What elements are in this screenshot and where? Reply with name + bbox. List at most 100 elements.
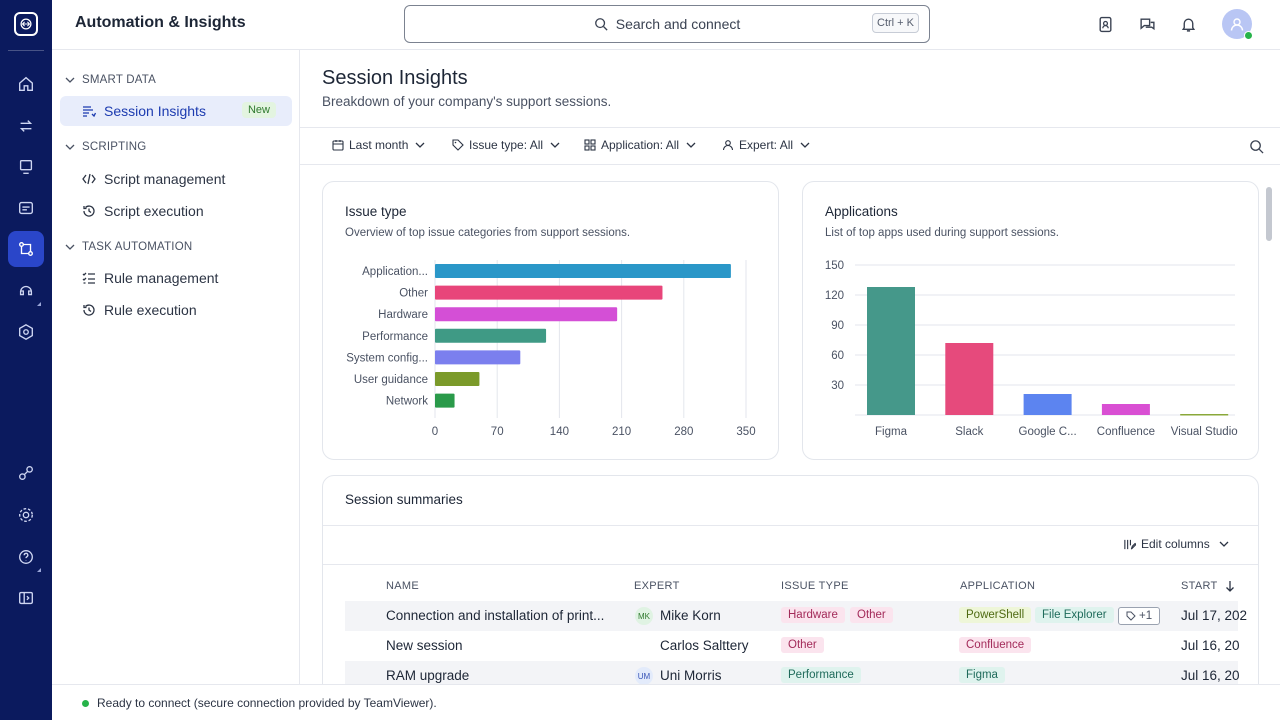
chevron-down-icon <box>65 144 75 150</box>
expert-filter[interactable]: Expert: All <box>722 138 811 152</box>
y-tick-label: System config... <box>346 352 428 364</box>
issue-type-chart: 0 70 140 210 280 350 Application... Other Hardwa… <box>346 260 756 438</box>
contact-book-icon[interactable] <box>1095 14 1115 34</box>
user-avatar[interactable] <box>1222 9 1253 40</box>
x-tick-label: Google C... <box>1019 426 1077 438</box>
calendar-icon <box>332 140 344 151</box>
application-filter[interactable]: Application: All <box>584 138 697 152</box>
issue-type-title: Issue type <box>345 204 407 219</box>
user-icon <box>1230 18 1244 31</box>
submenu-indicator <box>37 568 41 572</box>
bar <box>945 343 994 415</box>
divider <box>323 564 1258 565</box>
x-tick-label: 0 <box>432 426 438 438</box>
devices-icon[interactable] <box>8 149 44 185</box>
teamviewer-logo-icon[interactable] <box>14 12 38 36</box>
y-tick-label: 60 <box>831 350 844 362</box>
settings-icon[interactable] <box>8 497 44 533</box>
issue-tag: Other <box>781 637 824 653</box>
page-title: Session Insights <box>322 67 468 89</box>
table-row[interactable]: New session Carlos Salttery Other Conflu… <box>386 637 1240 653</box>
tag-icon <box>452 139 464 151</box>
section-task-automation[interactable]: TASK AUTOMATION <box>65 241 192 253</box>
notifications-bell-icon[interactable] <box>1178 14 1198 34</box>
x-tick-label: 70 <box>491 426 504 438</box>
applications-title: Applications <box>825 204 898 219</box>
section-smart-data[interactable]: SMART DATA <box>65 74 156 86</box>
sidebar-item-script-management[interactable]: Script management <box>60 164 292 194</box>
edit-columns-icon <box>1124 539 1136 550</box>
home-icon[interactable] <box>8 66 44 102</box>
applications-subtitle: List of top apps used during support ses… <box>825 227 1059 239</box>
column-header-issue-type[interactable]: ISSUE TYPE <box>781 580 849 592</box>
page-subtitle: Breakdown of your company's support sess… <box>322 94 612 109</box>
new-badge: New <box>241 102 276 118</box>
search-input[interactable]: Search and connect Ctrl + K <box>404 5 930 43</box>
application-tag: Confluence <box>959 637 1032 653</box>
chevron-down-icon <box>1219 541 1229 547</box>
integrations-icon[interactable] <box>8 455 44 491</box>
bar <box>867 287 915 415</box>
sidebar-item-rule-management[interactable]: Rule management <box>60 263 292 293</box>
search-icon <box>594 18 608 31</box>
y-tick-label: Application... <box>362 266 428 278</box>
bar <box>435 328 547 343</box>
expert-avatar: UM <box>635 667 653 685</box>
table-row[interactable]: Connection and installation of print... … <box>345 601 1247 631</box>
bar <box>435 350 521 365</box>
chevron-down-icon <box>686 142 696 148</box>
bar <box>1180 414 1229 416</box>
column-header-start[interactable]: START <box>1181 580 1236 592</box>
main-content: Session Insights Breakdown of your compa… <box>300 50 1280 715</box>
apps-icon <box>584 139 596 151</box>
filter-search-icon[interactable] <box>1249 139 1264 159</box>
period-filter[interactable]: Last month <box>332 138 426 152</box>
collapse-panel-icon[interactable] <box>8 580 44 616</box>
chevron-down-icon <box>65 244 75 250</box>
status-bar: Ready to connect (secure connection prov… <box>52 684 1280 720</box>
x-tick-label: 210 <box>612 426 631 438</box>
app-shell: Automation & Insights Search and connect… <box>52 0 1280 720</box>
issue-type-filter[interactable]: Issue type: All <box>452 138 561 152</box>
sidebar-item-rule-execution[interactable]: Rule execution <box>60 295 292 325</box>
search-placeholder: Search and connect <box>615 16 741 32</box>
section-scripting[interactable]: SCRIPTING <box>65 141 146 153</box>
chevron-down-icon <box>800 142 810 148</box>
automation-icon[interactable] <box>8 231 44 267</box>
sidebar-item-session-insights[interactable]: Session Insights New <box>60 96 292 126</box>
application-tag: PowerShell <box>959 607 1032 623</box>
y-tick-label: Other <box>399 288 428 300</box>
chevron-down-icon <box>550 142 560 148</box>
online-status-dot <box>1244 31 1253 40</box>
app-rail <box>0 0 52 720</box>
connection-status-text: Ready to connect (secure connection prov… <box>97 696 437 710</box>
history-icon <box>83 205 95 217</box>
applications-chart: 150 120 90 60 30 Figma Slack Google C... Conflue… <box>825 260 1238 438</box>
support-icon[interactable] <box>8 273 44 309</box>
bar <box>1023 394 1072 415</box>
more-tags-button[interactable]: +1 <box>1118 607 1161 625</box>
column-header-expert[interactable]: EXPERT <box>634 580 680 592</box>
insights-list-icon <box>83 106 96 118</box>
issue-tag: Performance <box>781 667 861 683</box>
x-tick-label: Slack <box>955 426 983 438</box>
column-header-name[interactable]: NAME <box>386 580 419 592</box>
sidebar-item-script-execution[interactable]: Script execution <box>60 196 292 226</box>
bar <box>1101 404 1150 415</box>
security-icon[interactable] <box>8 314 44 350</box>
chat-icon[interactable] <box>1137 14 1157 34</box>
bar <box>435 393 455 408</box>
edit-columns-button[interactable]: Edit columns <box>1123 537 1230 551</box>
help-icon[interactable] <box>8 539 44 575</box>
remote-connect-icon[interactable] <box>8 108 44 144</box>
issue-tag: Other <box>850 607 893 623</box>
sessions-icon[interactable] <box>8 190 44 226</box>
column-header-application[interactable]: APPLICATION <box>960 580 1036 592</box>
checklist-icon <box>82 272 95 284</box>
session-summaries-card: Session summaries Edit columns NAME EXPE… <box>322 475 1259 715</box>
app-title: Automation & Insights <box>75 14 246 31</box>
person-icon <box>722 140 734 151</box>
y-tick-label: 120 <box>825 290 844 302</box>
x-tick-label: Confluence <box>1097 426 1155 438</box>
main-scrollbar[interactable] <box>1266 187 1272 241</box>
